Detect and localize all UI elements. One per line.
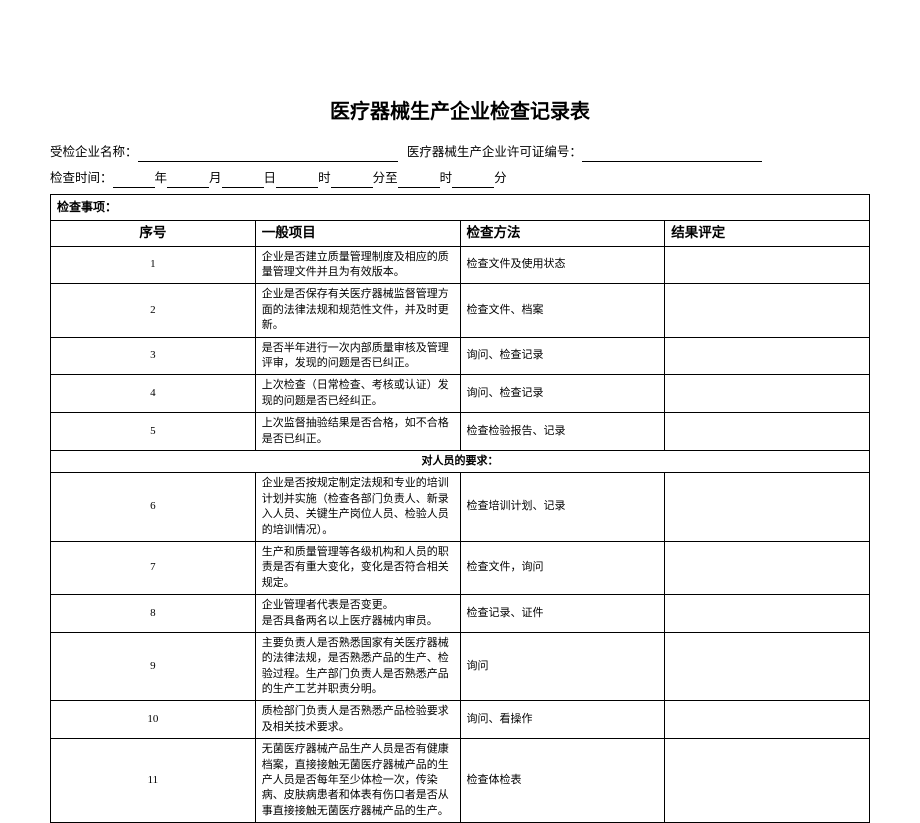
year-label: 年 bbox=[155, 171, 168, 185]
item-cell: 企业是否按规定制定法规和专业的培训计划并实施（检查各部门负责人、新录入人员、关键… bbox=[255, 473, 460, 542]
seq-cell: 7 bbox=[51, 541, 256, 594]
table-row: 6 企业是否按规定制定法规和专业的培训计划并实施（检查各部门负责人、新录入人员、… bbox=[51, 473, 870, 542]
page-title: 医疗器械生产企业检查记录表 bbox=[50, 95, 870, 124]
matters-row: 检查事项： bbox=[51, 195, 870, 221]
col-method-header: 检查方法 bbox=[460, 220, 665, 246]
hour2-label: 时 bbox=[440, 171, 453, 185]
license-label: 医疗器械生产企业许可证编号： bbox=[407, 145, 582, 159]
minute2-label: 分 bbox=[494, 171, 507, 185]
item-cell: 质检部门负责人是否熟悉产品检验要求及相关技术要求。 bbox=[255, 701, 460, 739]
result-cell[interactable] bbox=[665, 375, 870, 413]
company-blank[interactable] bbox=[138, 148, 398, 162]
table-row: 11 无菌医疗器械产品生产人员是否有健康档案，直接接触无菌医疗器械产品的生产人员… bbox=[51, 739, 870, 823]
inspection-table: 检查事项： 序号 一般项目 检查方法 结果评定 1 企业是否建立质量管理制度及相… bbox=[50, 194, 870, 823]
col-item-header: 一般项目 bbox=[255, 220, 460, 246]
item-cell: 企业是否建立质量管理制度及相应的质量管理文件并且为有效版本。 bbox=[255, 246, 460, 284]
seq-cell: 2 bbox=[51, 284, 256, 337]
document-content: 医疗器械生产企业检查记录表 受检企业名称： 医疗器械生产企业许可证编号： 检查时… bbox=[50, 95, 870, 823]
seq-cell: 1 bbox=[51, 246, 256, 284]
method-cell: 检查检验报告、记录 bbox=[460, 413, 665, 451]
seq-cell: 8 bbox=[51, 595, 256, 633]
seq-cell: 10 bbox=[51, 701, 256, 739]
matters-label: 检查事项： bbox=[51, 195, 870, 221]
day-label: 日 bbox=[264, 171, 277, 185]
item-cell: 企业管理者代表是否变更。 是否具备两名以上医疗器械内审员。 bbox=[255, 595, 460, 633]
table-row: 7 生产和质量管理等各级机构和人员的职责是否有重大变化，变化是否符合相关规定。 … bbox=[51, 541, 870, 594]
seq-cell: 9 bbox=[51, 632, 256, 701]
result-cell[interactable] bbox=[665, 739, 870, 823]
day-blank[interactable] bbox=[222, 174, 264, 188]
result-cell[interactable] bbox=[665, 413, 870, 451]
table-row: 4 上次检查（日常检查、考核或认证）发现的问题是否已经纠正。 询问、检查记录 bbox=[51, 375, 870, 413]
method-cell: 检查文件，询问 bbox=[460, 541, 665, 594]
table-row: 9 主要负责人是否熟悉国家有关医疗器械的法律法规，是否熟悉产品的生产、检验过程。… bbox=[51, 632, 870, 701]
item-cell: 生产和质量管理等各级机构和人员的职责是否有重大变化，变化是否符合相关规定。 bbox=[255, 541, 460, 594]
item-cell: 上次检查（日常检查、考核或认证）发现的问题是否已经纠正。 bbox=[255, 375, 460, 413]
month-label: 月 bbox=[209, 171, 222, 185]
item-cell: 主要负责人是否熟悉国家有关医疗器械的法律法规，是否熟悉产品的生产、检验过程。生产… bbox=[255, 632, 460, 701]
table-row: 8 企业管理者代表是否变更。 是否具备两名以上医疗器械内审员。 检查记录、证件 bbox=[51, 595, 870, 633]
minute2-blank[interactable] bbox=[452, 174, 494, 188]
license-blank[interactable] bbox=[582, 148, 762, 162]
item-cell: 企业是否保存有关医疗器械监督管理方面的法律法规和规范性文件，并及时更新。 bbox=[255, 284, 460, 337]
header-row: 序号 一般项目 检查方法 结果评定 bbox=[51, 220, 870, 246]
table-row: 2 企业是否保存有关医疗器械监督管理方面的法律法规和规范性文件，并及时更新。 检… bbox=[51, 284, 870, 337]
minute-blank[interactable] bbox=[331, 174, 373, 188]
hour2-blank[interactable] bbox=[398, 174, 440, 188]
item-cell: 无菌医疗器械产品生产人员是否有健康档案，直接接触无菌医疗器械产品的生产人员是否每… bbox=[255, 739, 460, 823]
seq-cell: 3 bbox=[51, 337, 256, 375]
hour-blank[interactable] bbox=[276, 174, 318, 188]
item-cell: 上次监督抽验结果是否合格，如不合格是否已纠正。 bbox=[255, 413, 460, 451]
year-blank[interactable] bbox=[113, 174, 155, 188]
result-cell[interactable] bbox=[665, 541, 870, 594]
table-row: 5 上次监督抽验结果是否合格，如不合格是否已纠正。 检查检验报告、记录 bbox=[51, 413, 870, 451]
hour-label: 时 bbox=[318, 171, 331, 185]
personnel-section-row: 对人员的要求： bbox=[51, 450, 870, 472]
item-cell: 是否半年进行一次内部质量审核及管理评审，发现的问题是否已纠正。 bbox=[255, 337, 460, 375]
table-row: 10 质检部门负责人是否熟悉产品检验要求及相关技术要求。 询问、看操作 bbox=[51, 701, 870, 739]
method-cell: 检查记录、证件 bbox=[460, 595, 665, 633]
company-line: 受检企业名称： 医疗器械生产企业许可证编号： bbox=[50, 142, 870, 162]
col-result-header: 结果评定 bbox=[665, 220, 870, 246]
time-label: 检查时间： bbox=[50, 171, 113, 185]
table-row: 3 是否半年进行一次内部质量审核及管理评审，发现的问题是否已纠正。 询问、检查记… bbox=[51, 337, 870, 375]
method-cell: 询问、看操作 bbox=[460, 701, 665, 739]
method-cell: 询问、检查记录 bbox=[460, 337, 665, 375]
method-cell: 检查培训计划、记录 bbox=[460, 473, 665, 542]
result-cell[interactable] bbox=[665, 632, 870, 701]
result-cell[interactable] bbox=[665, 337, 870, 375]
company-label: 受检企业名称： bbox=[50, 145, 138, 159]
method-cell: 询问 bbox=[460, 632, 665, 701]
method-cell: 检查体检表 bbox=[460, 739, 665, 823]
seq-cell: 6 bbox=[51, 473, 256, 542]
seq-cell: 5 bbox=[51, 413, 256, 451]
table-row: 1 企业是否建立质量管理制度及相应的质量管理文件并且为有效版本。 检查文件及使用… bbox=[51, 246, 870, 284]
time-line: 检查时间： 年 月 日 时 分至 时 分 bbox=[50, 168, 870, 188]
seq-cell: 11 bbox=[51, 739, 256, 823]
method-cell: 检查文件、档案 bbox=[460, 284, 665, 337]
method-cell: 检查文件及使用状态 bbox=[460, 246, 665, 284]
result-cell[interactable] bbox=[665, 595, 870, 633]
result-cell[interactable] bbox=[665, 246, 870, 284]
seq-cell: 4 bbox=[51, 375, 256, 413]
personnel-section-label: 对人员的要求： bbox=[51, 450, 870, 472]
result-cell[interactable] bbox=[665, 701, 870, 739]
month-blank[interactable] bbox=[167, 174, 209, 188]
result-cell[interactable] bbox=[665, 473, 870, 542]
col-seq-header: 序号 bbox=[51, 220, 256, 246]
method-cell: 询问、检查记录 bbox=[460, 375, 665, 413]
result-cell[interactable] bbox=[665, 284, 870, 337]
minute-to-label: 分至 bbox=[373, 171, 398, 185]
